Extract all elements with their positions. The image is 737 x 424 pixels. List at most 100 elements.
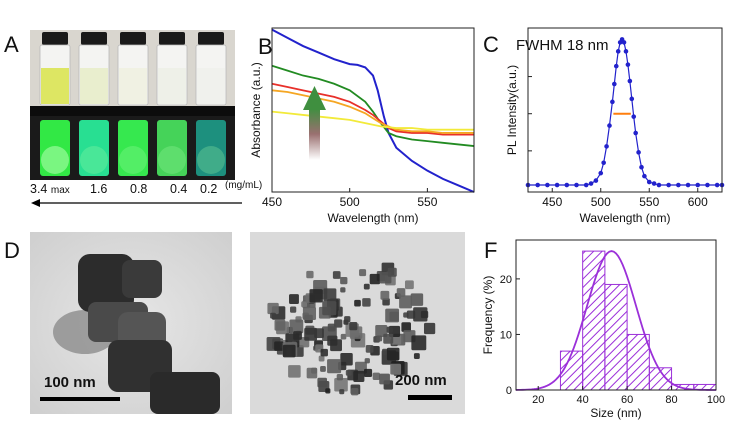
pl-point bbox=[629, 96, 635, 102]
nanocube bbox=[382, 348, 389, 355]
nanocube bbox=[354, 299, 361, 307]
nanocube bbox=[318, 355, 325, 362]
pl-point bbox=[685, 182, 691, 188]
pl-line bbox=[528, 38, 722, 186]
y-axis-label: PL Intensity(a.u.) bbox=[505, 65, 519, 155]
pl-point bbox=[615, 49, 621, 54]
x-tick-label: 80 bbox=[665, 394, 677, 406]
pl-point bbox=[610, 99, 615, 105]
nanocube bbox=[355, 361, 367, 374]
pl-point bbox=[613, 63, 619, 69]
x-tick-label: 20 bbox=[532, 394, 544, 406]
nanocube bbox=[340, 276, 348, 285]
plot-frame bbox=[515, 239, 717, 391]
scalebar-200nm-line bbox=[408, 395, 452, 400]
x-tick-label: 500 bbox=[340, 195, 360, 209]
histogram-bar bbox=[626, 333, 650, 391]
pl-point bbox=[593, 178, 599, 183]
absorbance-series-3 bbox=[271, 82, 474, 136]
nanocube bbox=[390, 363, 402, 375]
nanocube bbox=[349, 322, 358, 331]
size-histogram: 20 40 60 80 100 0 10 20 Size (nm) Frequency (%) bbox=[481, 239, 725, 420]
tem-image-large: 100 nm bbox=[30, 232, 232, 414]
nanocube bbox=[302, 306, 317, 320]
pl-point bbox=[705, 182, 710, 188]
nanocube bbox=[340, 333, 347, 340]
conc-label-1: 3.4 max bbox=[30, 182, 70, 196]
nanocube bbox=[413, 353, 420, 360]
x-axis-label: Wavelength (nm) bbox=[580, 211, 671, 225]
vial-photo bbox=[30, 30, 235, 180]
x-tick-label: 100 bbox=[707, 394, 725, 406]
nanocube bbox=[334, 319, 343, 328]
x-tick-label: 600 bbox=[688, 195, 708, 209]
vial-liquid bbox=[80, 68, 108, 104]
nanocube bbox=[411, 335, 427, 351]
nanocube bbox=[332, 271, 341, 279]
nanocube bbox=[322, 301, 337, 316]
nanocube bbox=[396, 288, 406, 297]
pl-point bbox=[631, 114, 637, 119]
scalebar-200nm: 200 nm bbox=[395, 372, 447, 389]
pl-point bbox=[642, 173, 647, 179]
pl-point bbox=[639, 164, 644, 170]
nanocube bbox=[362, 298, 371, 307]
nanocube bbox=[385, 308, 400, 323]
vial-fluorescence bbox=[157, 120, 187, 176]
vial-cap bbox=[42, 32, 68, 45]
nanocube bbox=[382, 298, 390, 306]
absorbance-chart: 450 500 550 Wavelength (nm) Absorbance (a.u.… bbox=[249, 27, 475, 225]
nanocube bbox=[320, 348, 328, 357]
x-axis-label: Wavelength (nm) bbox=[328, 211, 419, 225]
nanocube bbox=[380, 290, 390, 300]
pl-point bbox=[656, 182, 662, 188]
trend-arrow-shaft bbox=[309, 108, 320, 160]
nanocube bbox=[386, 326, 393, 333]
conc-label-2: 1.6 bbox=[90, 182, 108, 196]
y-tick-label: 10 bbox=[500, 329, 512, 341]
nanocube bbox=[290, 306, 297, 313]
nanocube bbox=[376, 335, 383, 342]
vial-cap bbox=[159, 32, 185, 45]
pl-chart: 450 500 550 600 FWHM 18 nm Wavelength (nm) PL … bbox=[505, 27, 725, 225]
pl-point bbox=[625, 62, 631, 67]
nanocube bbox=[304, 327, 318, 341]
y-tick-label: 20 bbox=[500, 274, 512, 286]
nanocube bbox=[267, 302, 279, 315]
panel-b-label: B bbox=[258, 34, 273, 59]
concentration-arrow bbox=[31, 199, 242, 207]
nanocube bbox=[309, 289, 323, 303]
x-tick-label: 450 bbox=[262, 195, 282, 209]
y-axis-label: Absorbance (a.u.) bbox=[249, 62, 263, 157]
pl-point bbox=[598, 170, 604, 176]
pl-point bbox=[651, 181, 657, 186]
nanocube bbox=[387, 267, 397, 277]
nanocube bbox=[336, 374, 344, 381]
vial-glow bbox=[80, 146, 108, 174]
pl-point bbox=[545, 182, 550, 188]
pl-point bbox=[646, 179, 652, 185]
nanocube bbox=[410, 293, 424, 306]
pl-point bbox=[621, 40, 627, 45]
y-tick-label: 0 bbox=[506, 385, 512, 397]
nanocube bbox=[274, 319, 286, 331]
nanocube bbox=[344, 316, 351, 323]
nanocube bbox=[339, 389, 345, 395]
x-tick-label: 450 bbox=[542, 195, 562, 209]
nanocube bbox=[350, 387, 359, 396]
nanocube bbox=[399, 295, 413, 309]
pl-point bbox=[588, 181, 594, 186]
pl-point bbox=[535, 182, 540, 188]
nanocube bbox=[383, 333, 394, 344]
scalebar-100nm: 100 nm bbox=[44, 374, 96, 391]
pl-point bbox=[612, 81, 617, 87]
nanocube bbox=[306, 270, 314, 279]
nanocube bbox=[359, 269, 367, 277]
x-tick-label: 40 bbox=[577, 394, 589, 406]
pl-point bbox=[714, 182, 720, 188]
vial-glow bbox=[158, 146, 186, 174]
nanocube bbox=[420, 310, 429, 319]
histogram-bar bbox=[604, 283, 628, 391]
vial-liquid bbox=[197, 68, 225, 104]
histogram-bar bbox=[582, 250, 606, 391]
